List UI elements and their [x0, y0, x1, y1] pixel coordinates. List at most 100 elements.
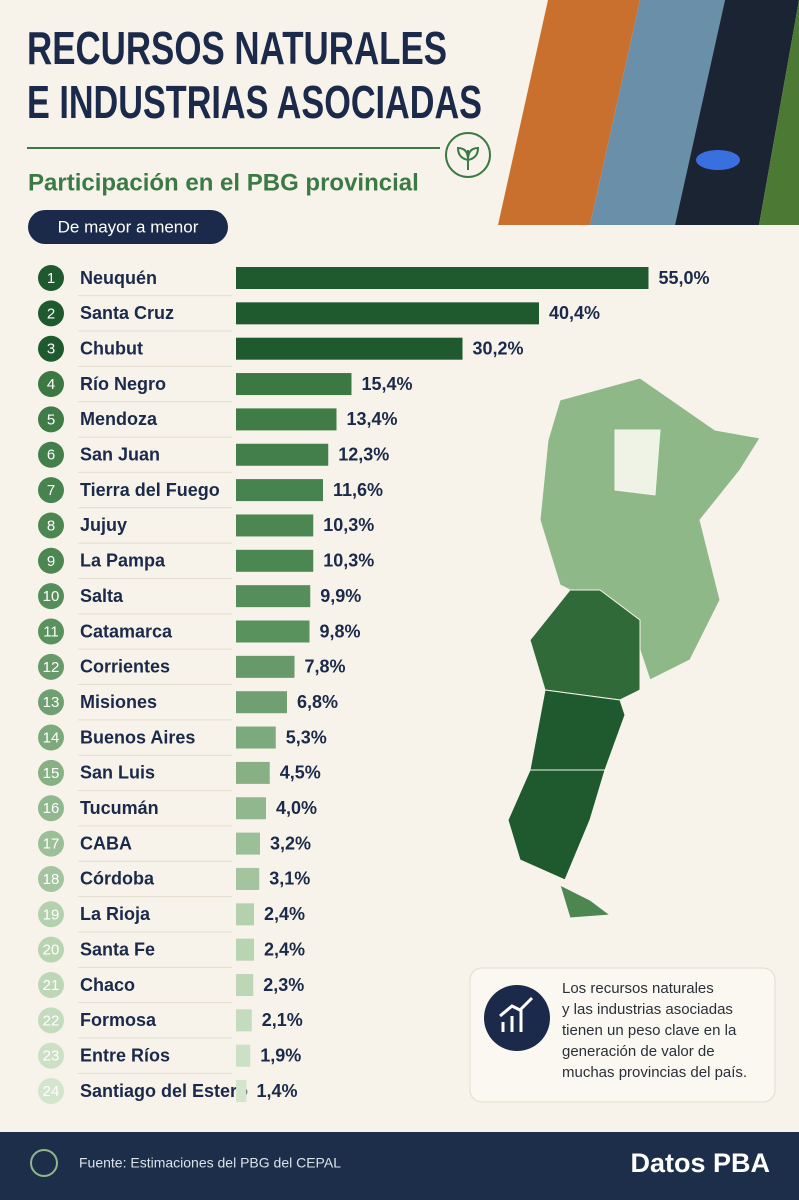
bar [236, 974, 254, 996]
rank-badge [38, 795, 64, 822]
category-label: Neuquén [80, 268, 157, 288]
rank: 19 [43, 906, 60, 923]
note-line: generación de valor de [562, 1043, 715, 1060]
category-label: Chubut [80, 338, 143, 358]
value-label: 10,3% [323, 515, 374, 535]
category-label: Jujuy [80, 515, 127, 535]
bar [236, 832, 260, 855]
photo-strips [498, 0, 799, 225]
note-box [469, 967, 776, 1103]
category-label: Río Negro [80, 374, 166, 394]
bar [236, 479, 323, 502]
rank-badge [38, 724, 64, 751]
rank-badge [38, 865, 64, 892]
rank-badge [38, 512, 64, 539]
rank-badge [38, 335, 64, 362]
value-label: 7,8% [305, 657, 346, 677]
value-label: 9,8% [320, 621, 361, 641]
bar [236, 373, 352, 396]
note-line: Los recursos naturales [562, 980, 714, 997]
category-label: Entre Ríos [80, 1045, 170, 1065]
bar [236, 726, 276, 749]
bar [236, 408, 337, 431]
category-label: La Rioja [80, 904, 151, 924]
rank: 6 [47, 447, 55, 464]
note-line: tienen un peso clave en la [562, 1022, 737, 1039]
category-label: Santa Cruz [80, 303, 174, 323]
order-label: De mayor a menor [58, 217, 199, 236]
rank-badge [38, 547, 64, 574]
value-label: 13,4% [347, 409, 398, 429]
photo-oil [498, 0, 640, 225]
value-label: 40,4% [549, 303, 600, 323]
bar [236, 337, 463, 360]
category-label: La Pampa [80, 551, 166, 571]
rank-badge [38, 830, 64, 857]
bar [236, 1044, 251, 1067]
rank-badge [38, 901, 64, 928]
category-label: San Juan [80, 445, 160, 465]
rank-badge [38, 406, 64, 433]
map-region [614, 429, 661, 496]
bar [236, 1080, 247, 1103]
value-label: 30,2% [473, 338, 524, 358]
chart-icon [484, 985, 550, 1051]
bar [236, 585, 311, 608]
value-label: 2,4% [264, 939, 305, 959]
note-line: y las industrias asociadas [562, 1001, 733, 1018]
map-region [529, 689, 626, 771]
category-label: San Luis [80, 763, 155, 783]
map-region [529, 589, 641, 701]
rank: 8 [47, 517, 55, 534]
photo-gas [675, 0, 799, 225]
value-label: 15,4% [362, 374, 413, 394]
bar [236, 1009, 252, 1032]
rank: 13 [43, 694, 60, 711]
category-label: Tierra del Fuego [80, 480, 220, 500]
rank: 18 [43, 871, 60, 888]
info-icon [30, 1149, 58, 1177]
value-label: 12,3% [338, 445, 389, 465]
value-label: 3,2% [270, 833, 311, 853]
rank: 17 [43, 836, 60, 853]
category-label: Corrientes [80, 657, 170, 677]
rank: 1 [47, 270, 55, 287]
order-badge [28, 210, 228, 244]
rank-badge [38, 653, 64, 680]
bar [236, 938, 254, 961]
value-label: 1,9% [260, 1045, 301, 1065]
rank-badge [38, 972, 64, 998]
rank-badge [38, 1078, 64, 1105]
rank: 11 [43, 623, 59, 640]
rank: 15 [43, 765, 60, 782]
rank-badge [38, 441, 64, 468]
map [507, 377, 761, 919]
title-line: E INDUSTRIAS ASOCIADAS [27, 76, 482, 128]
leaf-glyph [456, 146, 480, 170]
rank-badge [38, 300, 64, 327]
bar [236, 443, 329, 466]
gas-flame [696, 150, 740, 170]
subtitle: Participación en el PBG provincial [28, 169, 419, 196]
category-label: Chaco [80, 975, 135, 995]
note: Los recursos naturales y las industrias a… [562, 980, 747, 1081]
category-label: Tucumán [80, 798, 159, 818]
rank: 4 [47, 376, 55, 393]
bar [236, 691, 287, 714]
value-label: 2,1% [262, 1010, 303, 1030]
bar [236, 267, 649, 289]
brand: Datos PBA [630, 1148, 770, 1178]
value-label: 9,9% [320, 586, 361, 606]
value-label: 4,5% [280, 763, 321, 783]
rank-badge [38, 371, 64, 398]
source: Fuente: Estimaciones del PBG del CEPAL [79, 1155, 341, 1171]
rank: 24 [43, 1083, 60, 1100]
category-label: Santiago del Estero [80, 1081, 248, 1101]
rank: 3 [47, 341, 55, 358]
category-label: Catamarca [80, 621, 173, 641]
category-label: Córdoba [80, 869, 155, 889]
note-line: muchas provincias del país. [562, 1064, 747, 1081]
rank-badge [38, 1042, 64, 1069]
rank: 14 [43, 730, 60, 747]
